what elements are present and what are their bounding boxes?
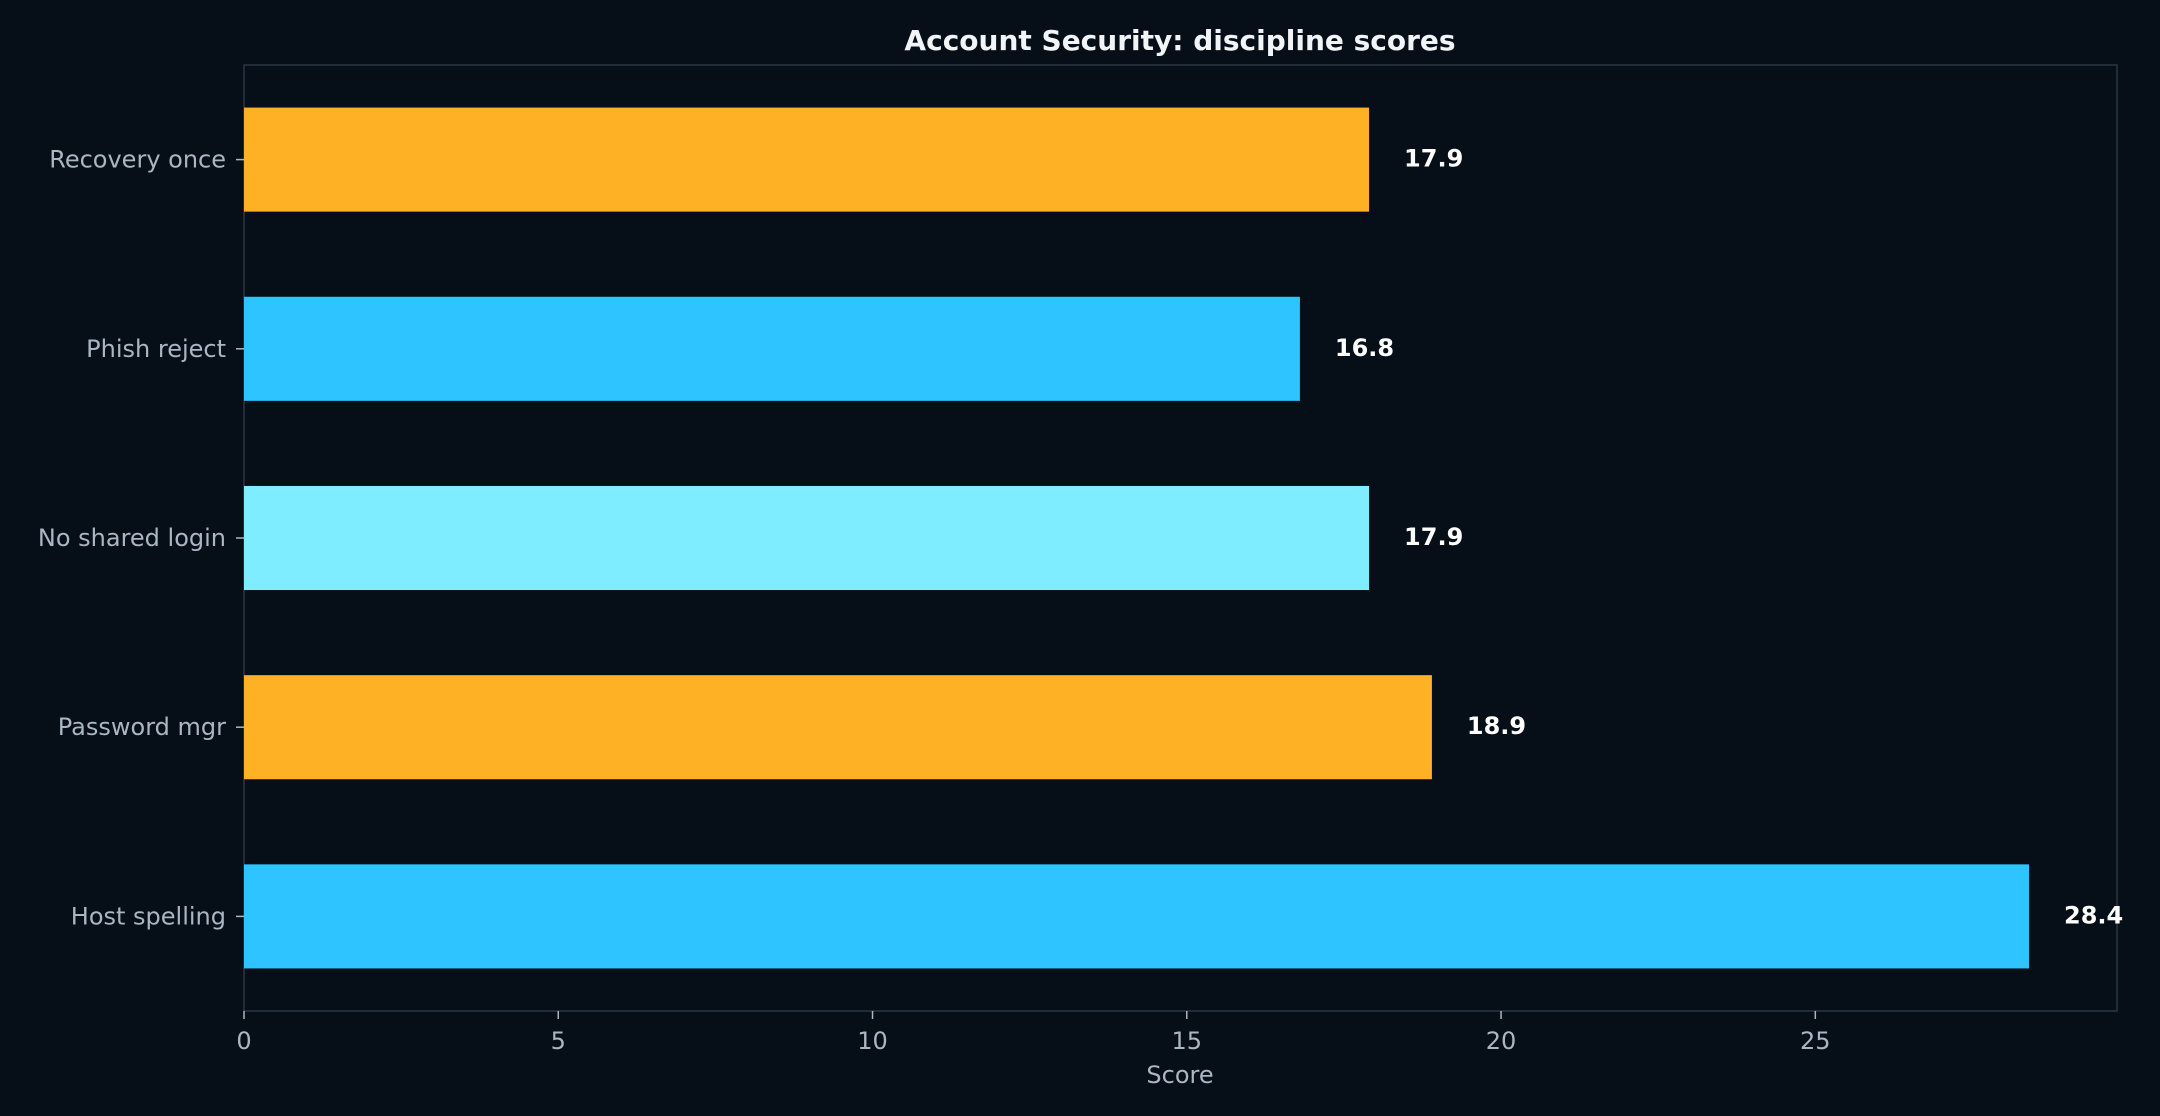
x-axis: 0 5 10 15 20 25 <box>236 1011 1831 1055</box>
x-tick-label: 10 <box>857 1027 888 1055</box>
x-tick-label: 5 <box>551 1027 566 1055</box>
x-tick-label: 20 <box>1486 1027 1517 1055</box>
y-tick-label: Password mgr <box>58 713 226 741</box>
bar <box>244 864 2030 969</box>
x-tick-label: 15 <box>1172 1027 1203 1055</box>
bar-value-label: 17.9 <box>1404 523 1463 551</box>
bar <box>244 107 1370 212</box>
bar <box>244 485 1370 591</box>
y-tick-label: Phish reject <box>86 335 226 363</box>
bar-value-label: 28.4 <box>2064 901 2123 929</box>
x-axis-label: Score <box>1146 1061 1213 1089</box>
bar <box>244 675 1432 780</box>
x-tick-label: 0 <box>236 1027 251 1055</box>
y-axis: Recovery once Phish reject No shared login… <box>38 146 244 930</box>
y-tick-label: Host spelling <box>71 902 226 930</box>
bar <box>244 296 1300 401</box>
bar-value-label: 18.9 <box>1467 712 1526 740</box>
y-tick-label: No shared login <box>38 524 226 552</box>
bar-value-label: 16.8 <box>1335 334 1394 362</box>
bars-layer: 17.9 16.8 17.9 18.9 28.4 <box>244 107 2123 969</box>
bar-value-label: 17.9 <box>1404 145 1463 173</box>
x-tick-label: 25 <box>1800 1027 1831 1055</box>
y-tick-label: Recovery once <box>49 146 226 174</box>
chart-title: Account Security: discipline scores <box>904 24 1455 57</box>
